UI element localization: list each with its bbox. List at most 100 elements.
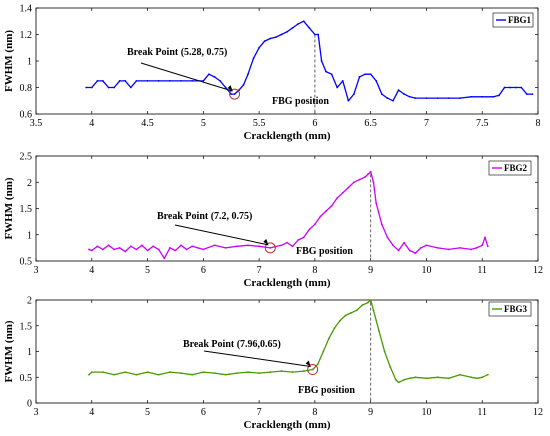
x-tick-label: 7.5: [476, 118, 489, 129]
chart-panel-1: 3.5 4 4.5 5 5.5 6 6.5 7 7.5 8 0.6 0.8 1 1.2 1.4 Crackle…: [3, 4, 541, 143]
data-point: [129, 245, 132, 248]
data-point: [509, 86, 512, 89]
data-point: [358, 76, 361, 78]
data-point: [302, 20, 305, 23]
data-point: [470, 95, 472, 98]
data-point: [129, 86, 132, 89]
data-point: [341, 191, 344, 194]
data-point: [258, 372, 261, 375]
data-point: [486, 373, 489, 376]
x-tick-label: 6: [201, 407, 206, 418]
data-point: [325, 210, 327, 213]
data-point: [96, 79, 99, 82]
y-tick-label: 0.6: [20, 110, 33, 121]
x-tick-label: 4: [89, 118, 94, 129]
data-point: [224, 373, 227, 376]
x-tick-label: 7: [257, 407, 262, 418]
x-tick-label: 5: [145, 407, 150, 418]
data-point: [336, 197, 339, 199]
data-point: [358, 178, 361, 181]
break-point-marker: [229, 88, 241, 100]
break-point-arrow: [174, 224, 269, 246]
x-tick-label: 12: [533, 407, 543, 418]
data-point: [157, 373, 160, 376]
data-point: [408, 95, 411, 98]
data-point: [247, 371, 249, 373]
data-point: [302, 370, 305, 372]
y-axis-label: FWHM (nm): [3, 177, 15, 239]
data-point: [498, 94, 500, 97]
data-point: [408, 249, 411, 252]
data-point: [90, 249, 93, 252]
data-point: [336, 86, 339, 89]
data-point: [436, 97, 439, 99]
data-point: [317, 33, 320, 36]
data-point: [386, 97, 389, 99]
data-point: [414, 252, 417, 255]
data-point: [325, 70, 327, 73]
fbg-position-label: FBG position: [296, 246, 353, 257]
data-point: [308, 228, 311, 231]
data-point: [375, 202, 378, 205]
data-point: [113, 373, 115, 376]
y-tick-label: 2.5: [20, 152, 33, 163]
break-point-marker: [264, 242, 276, 254]
data-point: [419, 246, 422, 249]
data-point: [347, 99, 350, 102]
chart-panel-3: 3 4 5 6 7 8 9 10 11 12 0 0.5 1 1.5 2 Cracklength (mm) FW…: [3, 296, 543, 432]
data-point: [191, 79, 194, 82]
x-axis-label: Cracklength (mm): [243, 277, 330, 289]
data-point: [475, 246, 478, 249]
data-point: [202, 248, 205, 251]
x-tick-label: 8: [536, 118, 541, 129]
data-point: [484, 236, 486, 239]
data-point: [372, 181, 375, 184]
y-tick-label: 1: [27, 347, 32, 358]
data-point: [344, 314, 347, 317]
data-point: [291, 26, 294, 29]
plot-frame: [35, 299, 539, 404]
data-point: [447, 97, 450, 99]
series-line-fbg1: [86, 20, 533, 102]
y-tick-label: 0: [27, 399, 32, 410]
data-point: [269, 246, 272, 249]
data-point: [425, 97, 428, 99]
data-point: [308, 26, 311, 29]
break-point-label: Break Point (7.96,0.65): [183, 339, 281, 350]
data-point: [124, 250, 127, 253]
data-point: [403, 93, 406, 96]
data-point: [481, 376, 484, 379]
data-point: [380, 93, 383, 96]
y-tick-label: 2: [27, 178, 32, 189]
data-point: [124, 371, 127, 373]
y-tick-label: 1.2: [20, 30, 33, 41]
legend-label: FBG1: [508, 15, 532, 25]
data-point: [403, 241, 406, 244]
data-point: [180, 244, 182, 247]
break-point-arrow: [203, 350, 311, 368]
data-point: [375, 79, 378, 82]
data-point: [520, 86, 523, 89]
data-point: [459, 373, 461, 376]
data-point: [286, 30, 288, 33]
data-point: [436, 376, 439, 379]
y-tick-label: 0.8: [20, 83, 33, 94]
data-point: [196, 246, 199, 249]
data-point: [486, 245, 489, 248]
data-point: [88, 248, 90, 251]
data-point: [85, 86, 88, 89]
data-point: [235, 245, 238, 248]
y-tick-label: 1.4: [20, 4, 33, 15]
data-point: [102, 248, 104, 251]
data-point: [146, 249, 149, 252]
x-tick-label: 7: [257, 265, 262, 276]
data-point: [355, 309, 358, 312]
data-point: [436, 246, 439, 249]
data-point: [202, 79, 205, 82]
data-point: [322, 350, 325, 353]
data-point: [414, 97, 417, 99]
data-point: [269, 371, 272, 373]
fbg-position-label: FBG position: [298, 385, 355, 396]
data-point: [88, 373, 90, 376]
